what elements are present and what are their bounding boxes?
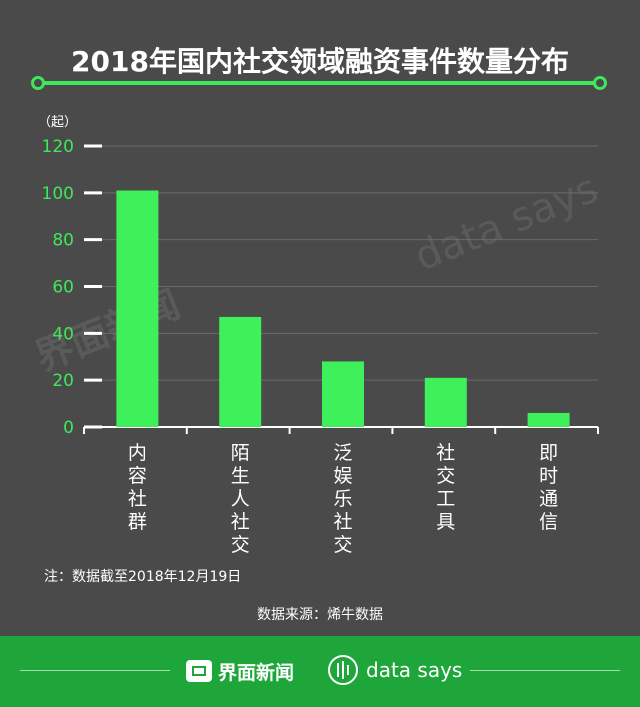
x-category-label: 陌生人社交: [231, 442, 250, 556]
bar: [219, 316, 262, 427]
x-category-label: 泛娱乐社交: [333, 442, 352, 556]
y-tick-label: 40: [52, 324, 74, 344]
y-axis-unit: （起）: [38, 115, 77, 130]
bar: [322, 361, 364, 427]
y-tick-label: 20: [52, 371, 74, 391]
footer-datasays-text: data says: [366, 658, 463, 682]
x-category-label: 社交工具: [436, 442, 455, 533]
y-tick-label: 120: [42, 137, 74, 157]
chart-title: 2018年国内社交领域融资事件数量分布: [71, 45, 569, 78]
bar: [424, 377, 467, 427]
bar-chart: （起） 0 20 40 60 80 100 120 内容社群 陌生人社交 泛娱乐社交 社交工具 即时通信: [38, 115, 599, 556]
y-tick-label: 0: [63, 418, 74, 438]
footer-brand-text: 界面新闻: [218, 661, 295, 684]
title-divider: [38, 81, 602, 85]
footer-right-line: [470, 670, 620, 671]
bar: [116, 190, 159, 427]
y-tick-label: 100: [42, 184, 74, 204]
x-category-label: 内容社群: [128, 442, 147, 533]
x-category-label: 即时通信: [539, 442, 558, 533]
data-source: 数据来源：烯牛数据: [257, 607, 383, 623]
divider-right-dot: [593, 76, 607, 90]
y-tick-label: 60: [52, 278, 74, 298]
footnote: 注：数据截至2018年12月19日: [44, 569, 242, 585]
y-tick-label: 80: [52, 231, 74, 251]
bar: [527, 412, 570, 427]
footer-datasays: data says: [328, 652, 462, 688]
divider-left-dot: [31, 76, 45, 90]
jiemian-logo-icon: [186, 660, 212, 682]
footer-brand: 界面新闻: [186, 654, 294, 688]
footer-bar: 界面新闻 data says: [0, 636, 640, 707]
footer-left-line: [20, 670, 170, 671]
datasays-logo-icon: [328, 655, 358, 685]
